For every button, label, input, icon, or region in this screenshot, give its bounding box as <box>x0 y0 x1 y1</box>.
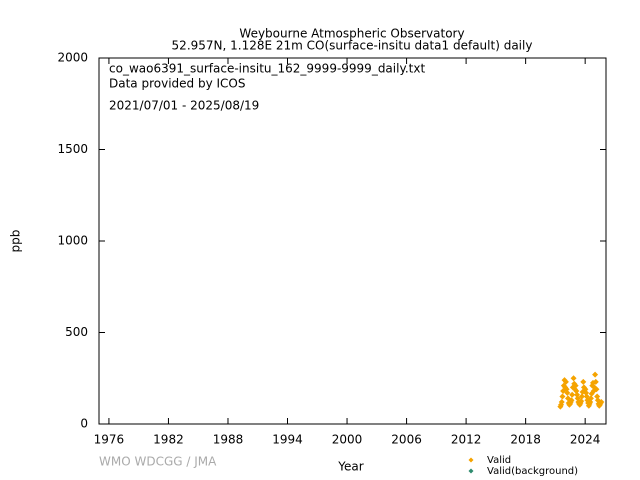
point <box>593 386 600 393</box>
y-tick-label: 1500 <box>57 142 88 156</box>
x-tick-label: 2024 <box>570 433 601 447</box>
legend-label: Valid <box>487 455 511 466</box>
y-axis-label: ppb <box>9 230 23 253</box>
y-tick-label: 500 <box>65 325 88 339</box>
x-tick-label: 1982 <box>153 433 184 447</box>
point <box>559 393 566 400</box>
x-tick-label: 2006 <box>391 433 422 447</box>
point <box>564 389 571 396</box>
point <box>572 382 579 389</box>
x-tick-label: 1988 <box>213 433 244 447</box>
point <box>570 375 577 382</box>
annotation: co_wao6391_surface-insitu_162_9999-9999_… <box>109 62 425 76</box>
x-tick-label: 2018 <box>510 433 541 447</box>
point <box>580 378 587 385</box>
legend-marker <box>468 468 474 474</box>
legend-marker <box>468 457 474 463</box>
annotation: 2021/07/01 - 2025/08/19 <box>109 99 259 113</box>
chart-subtitle: 52.957N, 1.128E 21m CO(surface-insitu da… <box>172 39 533 53</box>
point <box>598 399 605 406</box>
point <box>592 378 599 385</box>
x-axis-label: Year <box>337 460 363 474</box>
point <box>592 371 599 378</box>
legend-label: Valid(background) <box>487 466 578 477</box>
point <box>562 378 569 385</box>
point <box>587 395 594 402</box>
x-tick-label: 1976 <box>94 433 125 447</box>
plot-frame <box>98 57 607 425</box>
watermark: WMO WDCGG / JMA <box>99 455 217 469</box>
point <box>578 398 585 405</box>
point <box>569 391 576 398</box>
point <box>558 399 565 406</box>
x-tick-label: 2000 <box>332 433 363 447</box>
y-tick-label: 0 <box>80 417 88 431</box>
point <box>578 393 585 400</box>
x-tick-label: 2012 <box>451 433 482 447</box>
point <box>568 397 575 404</box>
x-tick-label: 1994 <box>272 433 303 447</box>
y-tick-label: 1000 <box>57 234 88 248</box>
y-tick-label: 2000 <box>57 51 88 65</box>
annotation: Data provided by ICOS <box>109 77 245 91</box>
chart-title: Weybourne Atmospheric Observatory <box>239 27 464 41</box>
